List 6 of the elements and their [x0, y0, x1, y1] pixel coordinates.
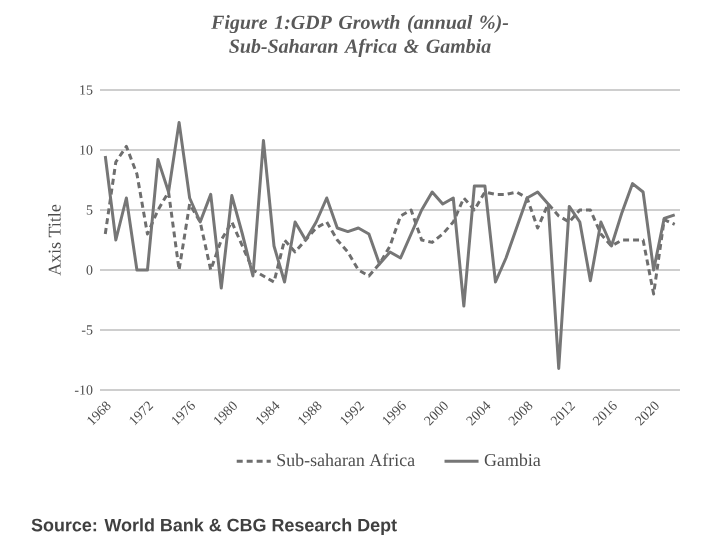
- line-series: [103, 120, 677, 370]
- legend-label: Gambia: [484, 453, 541, 467]
- legend-label: Sub-saharan Africa: [277, 453, 415, 467]
- chart-title: Figure 1:GDP Growth (annual %)- Sub-Saharan Africa & Gambia: [211, 15, 509, 58]
- y-axis-title: Axis Title: [48, 204, 61, 276]
- source-note: Source: World Bank & CBG Research Dept: [31, 518, 397, 535]
